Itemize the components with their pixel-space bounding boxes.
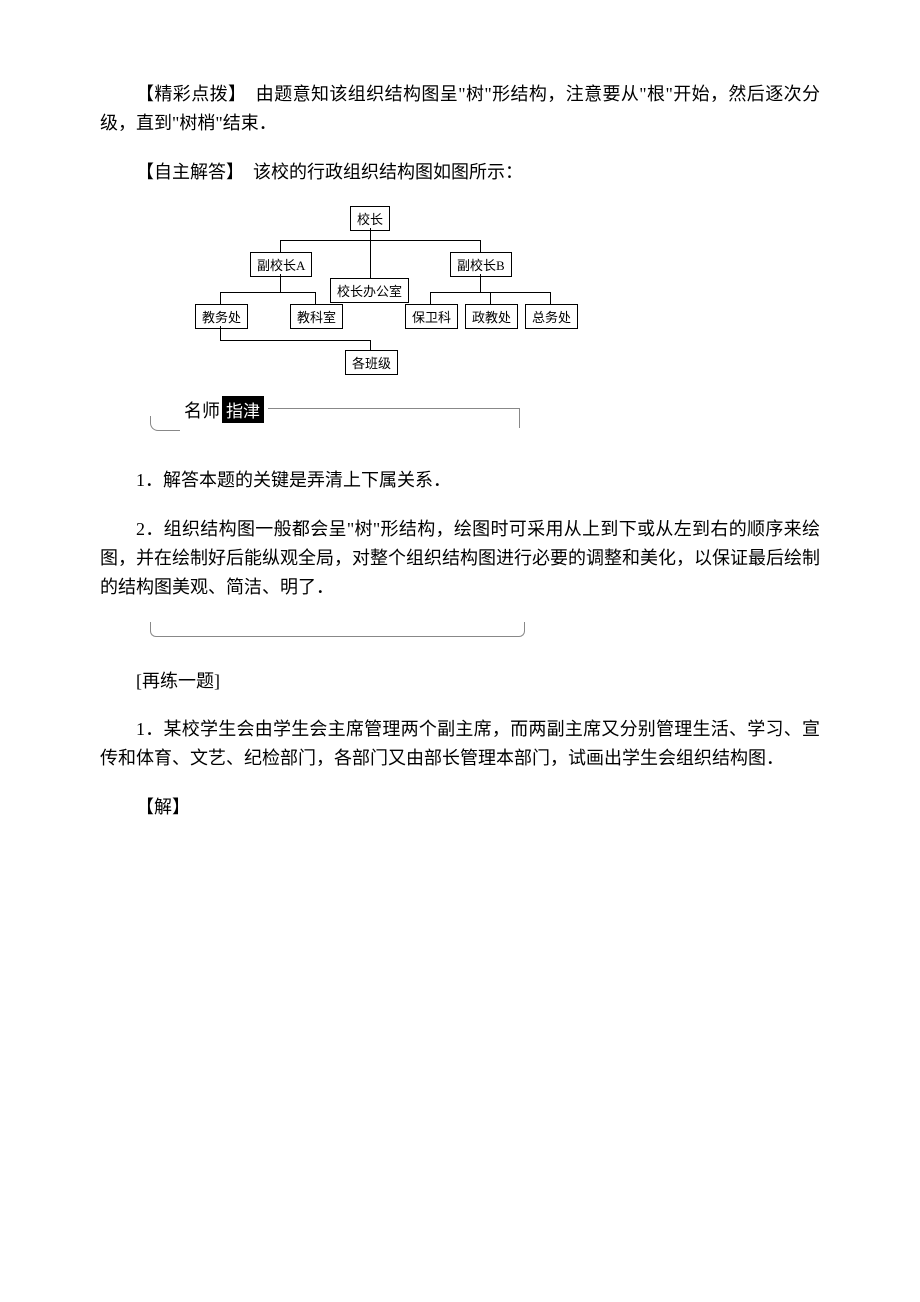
org-chart-diagram: 校长 副校长A 副校长B 校长办公室 教务处 教科室 保卫科 政教处 总务处 各…: [180, 206, 580, 376]
decorative-header: 名师指津: [150, 396, 530, 436]
paragraph-solution-label: 【解】: [100, 793, 820, 822]
paragraph-point-1: 1．解答本题的关键是弄清上下属关系．: [100, 466, 820, 495]
header-label: 名师指津: [180, 396, 268, 423]
node-academic: 教务处: [195, 304, 248, 329]
header-text: 名师: [184, 397, 220, 423]
paragraph-answer-intro: 【自主解答】 该校的行政组织结构图如图所示：: [100, 158, 820, 187]
node-political: 政教处: [465, 304, 518, 329]
paragraph-practice-label: [再练一题]: [100, 667, 820, 696]
decorative-footer: [150, 622, 530, 637]
paragraph-practice-question: 1．某校学生会由学生会主席管理两个副主席，而两副主席又分别管理生活、学习、宣传和…: [100, 715, 820, 773]
node-office: 校长办公室: [330, 278, 409, 303]
paragraph-point-2: 2．组织结构图一般都会呈"树"形结构，绘图时可采用从上到下或从左到右的顺序来绘图…: [100, 515, 820, 601]
node-classes: 各班级: [345, 350, 398, 375]
paragraph-hint: 【精彩点拨】 由题意知该组织结构图呈"树"形结构，注意要从"根"开始，然后逐次分…: [100, 80, 820, 138]
node-vice-a: 副校长A: [250, 252, 312, 277]
node-general: 总务处: [525, 304, 578, 329]
node-security: 保卫科: [405, 304, 458, 329]
header-black-box: 指津: [222, 396, 264, 423]
node-research: 教科室: [290, 304, 343, 329]
